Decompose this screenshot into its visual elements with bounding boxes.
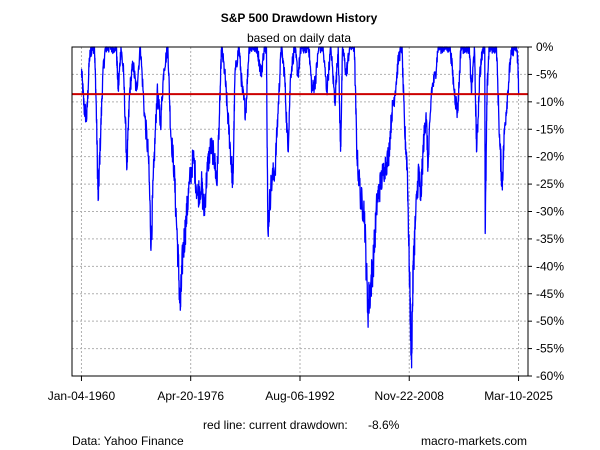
data-source-footer: Data: Yahoo Finance bbox=[72, 434, 184, 448]
y-tick-label: 0% bbox=[536, 40, 554, 54]
website-footer: macro-markets.com bbox=[421, 434, 527, 448]
x-tick-label: Nov-22-2008 bbox=[375, 389, 445, 403]
y-tick-label: -10% bbox=[536, 95, 564, 109]
current-drawdown-note-label: red line: current drawdown: bbox=[203, 418, 348, 432]
y-tick-label: -30% bbox=[536, 205, 564, 219]
y-axis: 0% -5% -10% -15% -20% -25% -30% -35% -40% -45% -50… bbox=[528, 40, 564, 383]
y-tick-label: -45% bbox=[536, 287, 564, 301]
y-tick-label: -60% bbox=[536, 369, 564, 383]
y-tick-label: -55% bbox=[536, 342, 564, 356]
current-drawdown-note-value: -8.6% bbox=[368, 418, 400, 432]
chart-title: S&P 500 Drawdown History bbox=[221, 11, 378, 25]
grid-layer bbox=[72, 46, 528, 377]
x-tick-label: Mar-10-2025 bbox=[484, 389, 553, 403]
y-tick-label: -35% bbox=[536, 232, 564, 246]
y-tick-label: -50% bbox=[536, 314, 564, 328]
x-axis: Jan-04-1960 Apr-20-1976 Aug-06-1992 Nov-22-… bbox=[48, 376, 553, 403]
y-tick-label: -15% bbox=[536, 122, 564, 136]
y-tick-label: -5% bbox=[536, 67, 558, 81]
x-tick-label: Jan-04-1960 bbox=[48, 389, 116, 403]
x-tick-label: Apr-20-1976 bbox=[157, 389, 224, 403]
y-tick-label: -25% bbox=[536, 177, 564, 191]
chart-subtitle: based on daily data bbox=[247, 31, 351, 45]
plot-border bbox=[71, 46, 529, 377]
y-tick-label: -20% bbox=[536, 150, 564, 164]
y-tick-label: -40% bbox=[536, 259, 564, 273]
x-tick-label: Aug-06-1992 bbox=[265, 389, 335, 403]
